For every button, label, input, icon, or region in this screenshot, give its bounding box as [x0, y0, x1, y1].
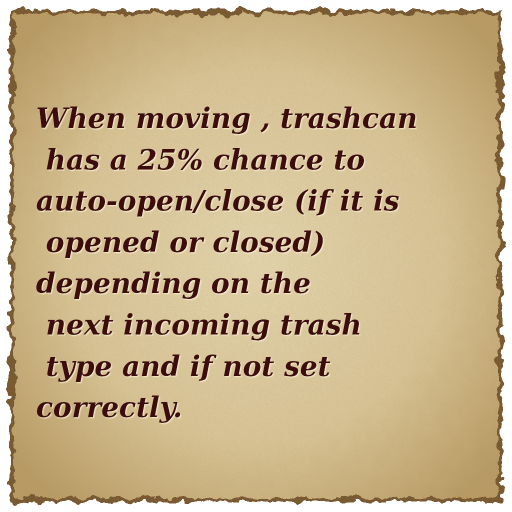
parchment: [10, 10, 502, 502]
card-text: When moving , trashcan has a 25% chance …: [36, 102, 418, 424]
text-line: type and if not set: [36, 350, 331, 383]
text-line: next incoming trash: [36, 309, 362, 342]
text-line: opened or closed): [36, 226, 325, 259]
text-line: has a 25% chance to: [36, 143, 365, 176]
text-line: auto-open/close (if it is: [36, 185, 400, 218]
text-line: When moving , trashcan: [36, 102, 418, 135]
text-line: depending on the: [36, 267, 311, 300]
text-line: correctly.: [36, 391, 182, 424]
